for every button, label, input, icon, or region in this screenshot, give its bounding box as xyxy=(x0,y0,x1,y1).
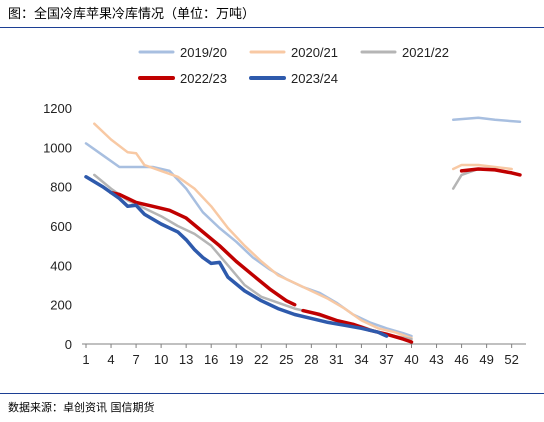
x-tick-label: 22 xyxy=(254,352,268,367)
x-tick-label: 13 xyxy=(179,352,193,367)
y-tick-label: 200 xyxy=(50,298,72,313)
x-tick-label: 7 xyxy=(132,352,139,367)
x-tick-label: 52 xyxy=(504,352,518,367)
x-tick-label: 31 xyxy=(329,352,343,367)
y-tick-label: 800 xyxy=(50,180,72,195)
series-line-2019-20 xyxy=(451,116,522,124)
x-tick-label: 37 xyxy=(379,352,393,367)
x-tick-label: 4 xyxy=(107,352,114,367)
footer-divider xyxy=(0,393,544,394)
legend-label: 2019/20 xyxy=(180,45,227,60)
y-tick-label: 1200 xyxy=(43,101,72,116)
line-chart: 2019/20 2020/21 2021/22 2022/23 2023/24 0 200… xyxy=(43,45,526,367)
x-tick-label: 16 xyxy=(204,352,218,367)
x-tick-label: 1 xyxy=(82,352,89,367)
y-tick-label: 600 xyxy=(50,219,72,234)
series-line-2023-24 xyxy=(84,175,389,338)
x-tick-label: 49 xyxy=(479,352,493,367)
x-tick-label: 28 xyxy=(304,352,318,367)
x-axis: 1 4 7 10 13 16 19 22 25 28 31 34 37 40 43 46 49 52 xyxy=(82,343,526,367)
header-bar: 图：全国冷库苹果冷库情况（单位：万吨） xyxy=(0,0,544,28)
legend-label: 2023/24 xyxy=(291,71,338,86)
x-tick-label: 46 xyxy=(454,352,468,367)
series-line-2021-22 xyxy=(451,167,497,190)
y-tick-label: 400 xyxy=(50,258,72,273)
series-line-2019-20 xyxy=(84,142,413,338)
x-tick-label: 40 xyxy=(404,352,418,367)
y-tick-label: 1000 xyxy=(43,140,72,155)
x-tick-label: 10 xyxy=(154,352,168,367)
chart-caption: 图：全国冷库苹果冷库情况（单位：万吨） xyxy=(8,7,256,22)
legend-label: 2021/22 xyxy=(402,45,449,60)
series-line-2022-23 xyxy=(459,167,522,177)
y-tick-label: 0 xyxy=(65,337,72,352)
legend-label: 2022/23 xyxy=(180,71,227,86)
series-line-2020-21 xyxy=(93,122,413,340)
series-line-2022-23 xyxy=(109,190,297,307)
plot-area xyxy=(84,116,522,344)
chart-legend: 2019/20 2020/21 2021/22 2022/23 2023/24 xyxy=(138,45,449,86)
x-tick-label: 19 xyxy=(229,352,243,367)
x-tick-label: 34 xyxy=(354,352,368,367)
source-note: 数据来源：卓创资讯 国信期货 xyxy=(8,401,155,414)
legend-label: 2020/21 xyxy=(291,45,338,60)
x-tick-label: 25 xyxy=(279,352,293,367)
y-axis: 0 200 400 600 800 1000 1200 xyxy=(43,101,72,352)
series-line-2020-21 xyxy=(451,163,513,171)
x-tick-label: 43 xyxy=(429,352,443,367)
